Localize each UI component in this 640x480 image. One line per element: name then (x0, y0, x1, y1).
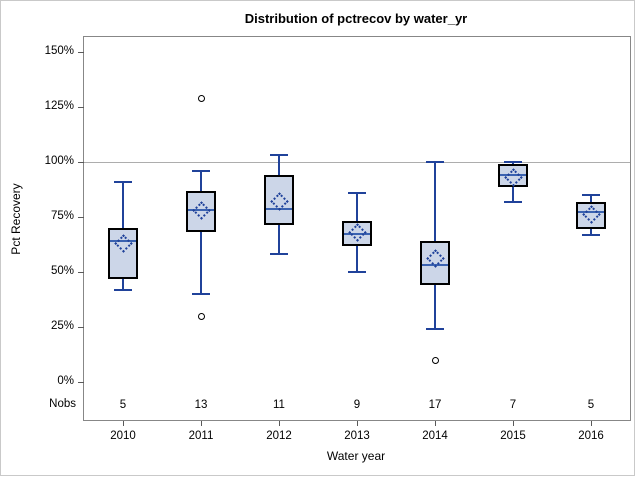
whisker-cap-high-2011 (192, 169, 210, 172)
outlier-point-2011 (197, 312, 205, 320)
x-axis-tick-2015 (512, 421, 514, 426)
y-axis-tick (78, 216, 84, 218)
nobs-row-label: Nobs (49, 398, 76, 410)
y-axis-tick (78, 381, 84, 383)
whisker-cap-low-2012 (270, 253, 288, 256)
median-line-2010 (110, 240, 136, 243)
outlier-point-2014 (431, 356, 439, 364)
nobs-value-2012: 11 (273, 399, 285, 411)
x-axis-tick-2012 (278, 421, 280, 426)
box-2010 (108, 228, 138, 279)
whisker-cap-high-2010 (114, 180, 132, 183)
y-axis-tick (78, 326, 84, 328)
y-axis-tick (78, 161, 84, 163)
box-2012 (264, 175, 294, 225)
box-2016 (576, 201, 606, 230)
x-axis-tick-label-2010: 2010 (110, 430, 136, 442)
y-axis-tick (78, 106, 84, 108)
whisker-line-2011 (200, 170, 202, 294)
whisker-cap-low-2013 (348, 271, 366, 273)
whisker-cap-low-2010 (114, 288, 132, 291)
median-line-2016 (578, 210, 604, 213)
reference-line (84, 162, 630, 163)
y-axis-tick-label: 125% (44, 100, 74, 112)
median-line-2014 (422, 264, 448, 267)
median-line-2011 (188, 209, 214, 212)
nobs-value-2011: 13 (194, 399, 208, 411)
y-axis-tick-label: 100% (44, 155, 74, 167)
x-axis-tick-2014 (434, 421, 436, 426)
whisker-cap-low-2011 (192, 293, 210, 295)
whisker-cap-low-2014 (426, 328, 444, 331)
box-2014 (420, 241, 450, 286)
y-axis-tick-label: 50% (50, 265, 74, 277)
x-axis-tick-2013 (356, 421, 358, 426)
y-axis-tick (78, 51, 84, 53)
median-line-2012 (266, 208, 292, 211)
y-axis-tick (78, 271, 84, 273)
nobs-value-2016: 5 (587, 399, 595, 411)
whisker-cap-high-2014 (426, 161, 444, 163)
whisker-cap-high-2015 (504, 161, 522, 163)
x-axis-tick-label-2011: 2011 (188, 430, 214, 442)
x-axis-label: Water year (326, 449, 386, 463)
median-line-2013 (344, 232, 370, 235)
x-axis-tick-2011 (200, 421, 202, 426)
y-axis-tick-label: 75% (50, 210, 74, 222)
nobs-value-2014: 17 (428, 399, 442, 411)
x-axis-tick-2016 (590, 421, 592, 426)
whisker-cap-high-2012 (270, 154, 288, 157)
whisker-cap-low-2016 (582, 233, 600, 236)
whisker-cap-high-2016 (582, 194, 600, 196)
x-axis-tick-label-2014: 2014 (422, 430, 448, 442)
median-line-2015 (500, 174, 526, 177)
x-axis-tick-label-2013: 2013 (344, 430, 370, 442)
y-axis-tick-label: 25% (50, 320, 74, 332)
x-axis-tick-2010 (122, 421, 124, 426)
x-axis-tick-label-2012: 2012 (266, 430, 292, 442)
outlier-point-2011 (197, 94, 205, 102)
y-axis-tick-label: 0% (57, 375, 74, 387)
whisker-cap-low-2015 (504, 200, 522, 203)
nobs-value-2013: 9 (353, 399, 361, 411)
nobs-value-2010: 5 (119, 399, 127, 411)
nobs-value-2015: 7 (509, 399, 517, 411)
box-2011 (186, 190, 216, 233)
plot-area: 0% 25% 50% 75% 100% 125% 150% 5 2010 13 2011 11 2012… (45, 36, 631, 442)
y-axis-tick-label: 150% (44, 45, 74, 57)
x-axis-tick-label-2015: 2015 (500, 430, 526, 442)
chart-title: Distribution of pctrecov by water_yr (244, 11, 468, 26)
whisker-cap-high-2013 (348, 191, 366, 194)
x-axis-tick-label-2016: 2016 (578, 430, 604, 442)
